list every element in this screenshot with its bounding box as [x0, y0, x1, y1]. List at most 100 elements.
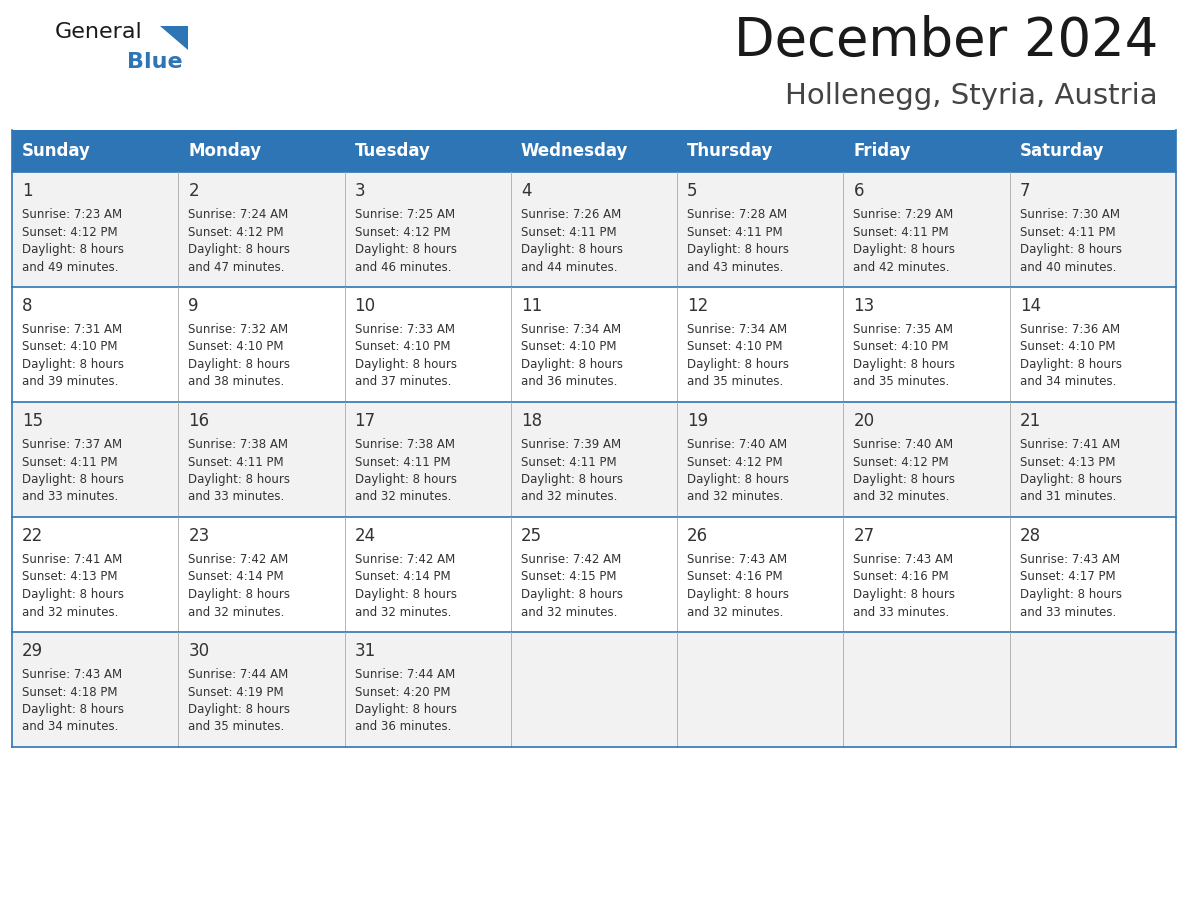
Polygon shape — [160, 26, 188, 50]
Text: Sunset: 4:11 PM: Sunset: 4:11 PM — [687, 226, 783, 239]
Text: Sunrise: 7:38 AM: Sunrise: 7:38 AM — [354, 438, 455, 451]
Text: Sunrise: 7:30 AM: Sunrise: 7:30 AM — [1019, 208, 1120, 221]
Text: Hollenegg, Styria, Austria: Hollenegg, Styria, Austria — [785, 82, 1158, 110]
Text: Daylight: 8 hours: Daylight: 8 hours — [188, 473, 290, 486]
Text: Sunrise: 7:31 AM: Sunrise: 7:31 AM — [23, 323, 122, 336]
Text: 23: 23 — [188, 527, 209, 545]
Text: and 32 minutes.: and 32 minutes. — [520, 606, 618, 619]
Text: and 33 minutes.: and 33 minutes. — [23, 490, 119, 503]
Text: Daylight: 8 hours: Daylight: 8 hours — [354, 703, 456, 716]
Text: and 43 minutes.: and 43 minutes. — [687, 261, 784, 274]
Text: Daylight: 8 hours: Daylight: 8 hours — [188, 588, 290, 601]
Text: and 35 minutes.: and 35 minutes. — [853, 375, 949, 388]
Text: Sunset: 4:11 PM: Sunset: 4:11 PM — [520, 226, 617, 239]
Text: 11: 11 — [520, 297, 542, 315]
Text: Sunrise: 7:43 AM: Sunrise: 7:43 AM — [853, 553, 954, 566]
Text: Daylight: 8 hours: Daylight: 8 hours — [853, 473, 955, 486]
Text: Sunset: 4:10 PM: Sunset: 4:10 PM — [853, 341, 949, 353]
Text: Daylight: 8 hours: Daylight: 8 hours — [1019, 588, 1121, 601]
Text: Sunset: 4:10 PM: Sunset: 4:10 PM — [23, 341, 118, 353]
Text: Sunset: 4:12 PM: Sunset: 4:12 PM — [354, 226, 450, 239]
Text: 12: 12 — [687, 297, 708, 315]
Text: Sunrise: 7:26 AM: Sunrise: 7:26 AM — [520, 208, 621, 221]
Text: Friday: Friday — [853, 142, 911, 160]
Text: Sunrise: 7:28 AM: Sunrise: 7:28 AM — [687, 208, 788, 221]
Text: and 32 minutes.: and 32 minutes. — [687, 490, 784, 503]
Text: 4: 4 — [520, 182, 531, 200]
Text: Daylight: 8 hours: Daylight: 8 hours — [853, 358, 955, 371]
Text: and 32 minutes.: and 32 minutes. — [354, 490, 451, 503]
Text: Sunset: 4:10 PM: Sunset: 4:10 PM — [354, 341, 450, 353]
Text: Daylight: 8 hours: Daylight: 8 hours — [520, 473, 623, 486]
Text: Sunset: 4:20 PM: Sunset: 4:20 PM — [354, 686, 450, 699]
Text: 5: 5 — [687, 182, 697, 200]
Text: and 36 minutes.: and 36 minutes. — [520, 375, 618, 388]
Text: Sunrise: 7:44 AM: Sunrise: 7:44 AM — [188, 668, 289, 681]
Text: Daylight: 8 hours: Daylight: 8 hours — [188, 358, 290, 371]
Text: Sunset: 4:12 PM: Sunset: 4:12 PM — [23, 226, 118, 239]
Text: Daylight: 8 hours: Daylight: 8 hours — [354, 473, 456, 486]
Text: Sunset: 4:13 PM: Sunset: 4:13 PM — [23, 570, 118, 584]
Text: and 37 minutes.: and 37 minutes. — [354, 375, 451, 388]
Text: Sunset: 4:13 PM: Sunset: 4:13 PM — [1019, 455, 1116, 468]
Text: Daylight: 8 hours: Daylight: 8 hours — [853, 243, 955, 256]
Text: 7: 7 — [1019, 182, 1030, 200]
Text: and 36 minutes.: and 36 minutes. — [354, 721, 451, 733]
Text: Sunrise: 7:37 AM: Sunrise: 7:37 AM — [23, 438, 122, 451]
Text: Sunset: 4:12 PM: Sunset: 4:12 PM — [687, 455, 783, 468]
Bar — [12, 517, 1176, 632]
Text: December 2024: December 2024 — [734, 15, 1158, 67]
Text: Sunset: 4:14 PM: Sunset: 4:14 PM — [354, 570, 450, 584]
Text: and 32 minutes.: and 32 minutes. — [188, 606, 285, 619]
Text: and 31 minutes.: and 31 minutes. — [1019, 490, 1116, 503]
Text: and 32 minutes.: and 32 minutes. — [853, 490, 949, 503]
Bar — [12, 172, 1176, 287]
Text: Sunrise: 7:44 AM: Sunrise: 7:44 AM — [354, 668, 455, 681]
Text: Sunset: 4:12 PM: Sunset: 4:12 PM — [188, 226, 284, 239]
Text: Sunset: 4:11 PM: Sunset: 4:11 PM — [354, 455, 450, 468]
Text: Sunrise: 7:39 AM: Sunrise: 7:39 AM — [520, 438, 621, 451]
Text: Sunset: 4:16 PM: Sunset: 4:16 PM — [687, 570, 783, 584]
Text: and 32 minutes.: and 32 minutes. — [520, 490, 618, 503]
Text: Sunset: 4:10 PM: Sunset: 4:10 PM — [188, 341, 284, 353]
Text: General: General — [55, 22, 143, 42]
Text: Daylight: 8 hours: Daylight: 8 hours — [687, 588, 789, 601]
Text: Sunrise: 7:32 AM: Sunrise: 7:32 AM — [188, 323, 289, 336]
Text: 25: 25 — [520, 527, 542, 545]
Text: and 38 minutes.: and 38 minutes. — [188, 375, 285, 388]
Text: 31: 31 — [354, 642, 375, 660]
Text: Sunset: 4:12 PM: Sunset: 4:12 PM — [853, 455, 949, 468]
Text: 18: 18 — [520, 412, 542, 430]
Text: 22: 22 — [23, 527, 43, 545]
Text: Sunset: 4:10 PM: Sunset: 4:10 PM — [520, 341, 617, 353]
Text: 26: 26 — [687, 527, 708, 545]
Text: Daylight: 8 hours: Daylight: 8 hours — [687, 473, 789, 486]
Text: Sunrise: 7:42 AM: Sunrise: 7:42 AM — [520, 553, 621, 566]
Text: Sunrise: 7:41 AM: Sunrise: 7:41 AM — [1019, 438, 1120, 451]
Text: Sunset: 4:10 PM: Sunset: 4:10 PM — [687, 341, 783, 353]
Text: Sunrise: 7:43 AM: Sunrise: 7:43 AM — [23, 668, 122, 681]
Text: Sunrise: 7:43 AM: Sunrise: 7:43 AM — [687, 553, 788, 566]
Text: 13: 13 — [853, 297, 874, 315]
Text: Daylight: 8 hours: Daylight: 8 hours — [354, 358, 456, 371]
Text: Daylight: 8 hours: Daylight: 8 hours — [687, 358, 789, 371]
Text: Daylight: 8 hours: Daylight: 8 hours — [1019, 473, 1121, 486]
Text: and 39 minutes.: and 39 minutes. — [23, 375, 119, 388]
Text: 24: 24 — [354, 527, 375, 545]
Text: 14: 14 — [1019, 297, 1041, 315]
Text: Sunrise: 7:40 AM: Sunrise: 7:40 AM — [687, 438, 788, 451]
Text: and 49 minutes.: and 49 minutes. — [23, 261, 119, 274]
Text: Sunrise: 7:42 AM: Sunrise: 7:42 AM — [188, 553, 289, 566]
Text: and 35 minutes.: and 35 minutes. — [188, 721, 285, 733]
Text: and 32 minutes.: and 32 minutes. — [687, 606, 784, 619]
Text: 17: 17 — [354, 412, 375, 430]
Text: 30: 30 — [188, 642, 209, 660]
Text: Sunrise: 7:43 AM: Sunrise: 7:43 AM — [1019, 553, 1120, 566]
Text: and 33 minutes.: and 33 minutes. — [853, 606, 949, 619]
Text: 21: 21 — [1019, 412, 1041, 430]
Text: Wednesday: Wednesday — [520, 142, 628, 160]
Bar — [12, 632, 1176, 747]
Text: Daylight: 8 hours: Daylight: 8 hours — [687, 243, 789, 256]
Text: Sunset: 4:16 PM: Sunset: 4:16 PM — [853, 570, 949, 584]
Text: Daylight: 8 hours: Daylight: 8 hours — [354, 243, 456, 256]
